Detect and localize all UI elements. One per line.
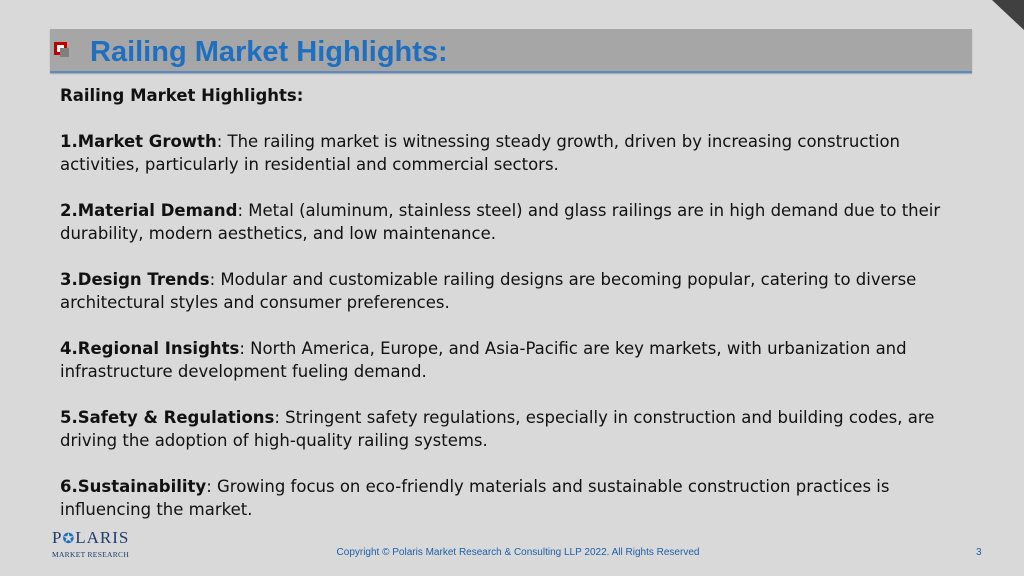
logo-name-rest: LARIS xyxy=(75,528,130,547)
point-label: 2.Material Demand xyxy=(60,201,238,220)
slide-content: Railing Market Highlights: 1.Market Grow… xyxy=(60,84,980,544)
logo-subtitle: MARKET RESEARCH xyxy=(52,550,130,559)
highlight-point: 5.Safety & Regulations: Stringent safety… xyxy=(60,406,980,452)
point-label: 3.Design Trends xyxy=(60,270,210,289)
copyright-notice: Copyright © Polaris Market Research & Co… xyxy=(336,547,700,558)
title-bar: Railing Market Highlights: xyxy=(50,29,972,73)
point-text: : Modular and customizable railing desig… xyxy=(60,270,917,312)
highlight-point: 2.Material Demand: Metal (aluminum, stai… xyxy=(60,199,980,245)
point-text: : Metal (aluminum, stainless steel) and … xyxy=(60,201,941,243)
highlight-point: 4.Regional Insights: North America, Euro… xyxy=(60,337,980,383)
point-label: 1.Market Growth xyxy=(60,132,217,151)
polaris-logo: P✪LARIS MARKET RESEARCH xyxy=(52,529,132,563)
point-text: : Growing focus on eco-friendly material… xyxy=(60,477,890,519)
point-label: 5.Safety & Regulations xyxy=(60,408,275,427)
point-label: 6.Sustainability xyxy=(60,477,207,496)
point-label: 4.Regional Insights xyxy=(60,339,240,358)
content-heading: Railing Market Highlights: xyxy=(60,86,304,105)
page-number: 3 xyxy=(976,547,982,558)
highlight-point: 6.Sustainability: Growing focus on eco-f… xyxy=(60,475,980,521)
star-icon: ✪ xyxy=(62,532,76,547)
highlight-point: 3.Design Trends: Modular and customizabl… xyxy=(60,268,980,314)
corner-triangle-decoration xyxy=(992,0,1024,30)
logo-name-p: P xyxy=(52,528,63,547)
point-text: : The railing market is witnessing stead… xyxy=(60,132,901,174)
point-text: : Stringent safety regulations, especial… xyxy=(60,408,935,450)
point-text: : North America, Europe, and Asia-Pacifi… xyxy=(60,339,907,381)
logo-name: P✪LARIS xyxy=(52,529,132,549)
checkbox-bullet-icon xyxy=(54,42,69,57)
slide-title: Railing Market Highlights: xyxy=(90,36,448,68)
highlight-point: 1.Market Growth: The railing market is w… xyxy=(60,130,980,176)
